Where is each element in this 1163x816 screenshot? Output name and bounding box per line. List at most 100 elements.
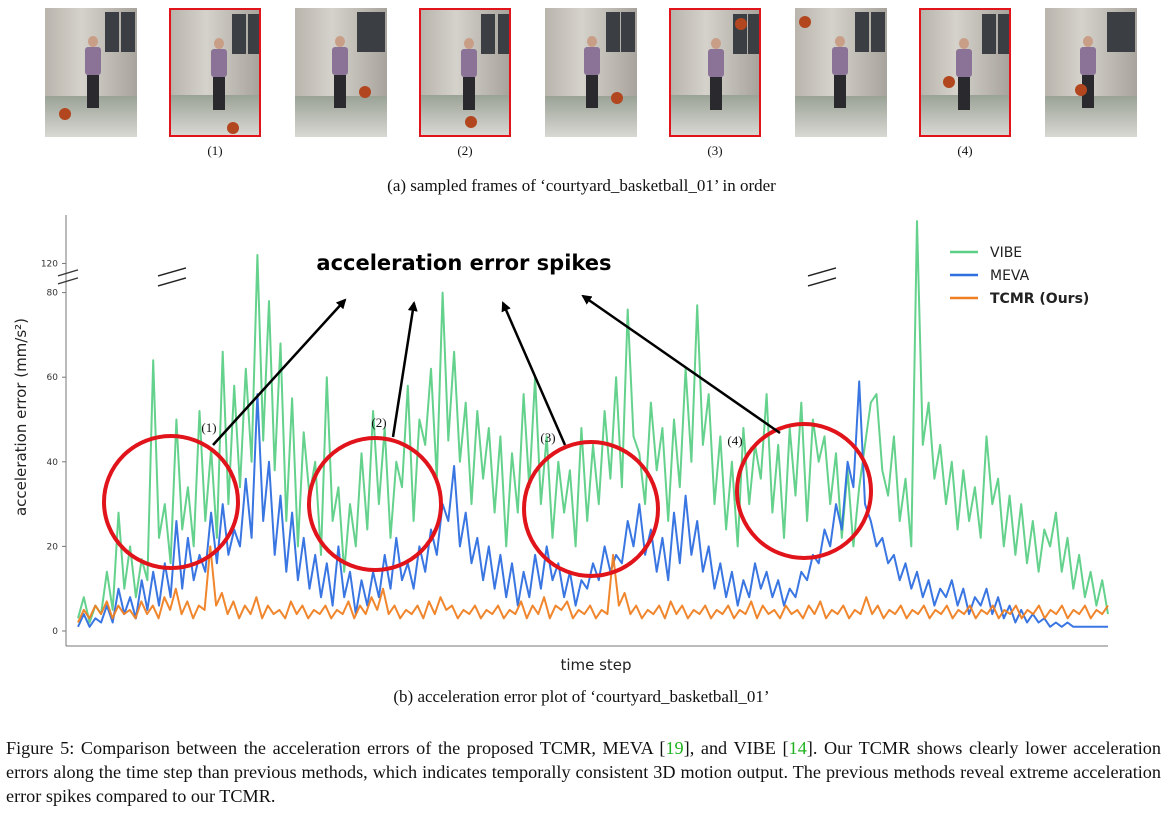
player-head bbox=[834, 36, 845, 48]
window bbox=[371, 12, 385, 52]
figure-caption-ref-14[interactable]: 14 bbox=[788, 738, 807, 758]
plot-series-lines bbox=[77, 220, 1109, 628]
y-tick-label: 20 bbox=[47, 542, 59, 552]
series-line-vibe bbox=[77, 220, 1109, 624]
window bbox=[1121, 12, 1135, 52]
player-legs bbox=[958, 76, 971, 110]
frame-thumbnail bbox=[919, 8, 1011, 137]
player-torso bbox=[85, 47, 102, 76]
series-line-tcmr-ours- bbox=[77, 545, 1109, 623]
player-torso bbox=[331, 47, 348, 76]
frame-label: (1) bbox=[207, 143, 223, 158]
player-head bbox=[710, 37, 721, 49]
player-figure bbox=[831, 36, 848, 109]
frame-thumbnail bbox=[295, 8, 387, 137]
basketball bbox=[799, 16, 811, 28]
y-axis-label: acceleration error (mm/s²) bbox=[12, 318, 30, 516]
frame-thumbnail bbox=[169, 8, 261, 137]
spike-annotation-label: (2) bbox=[371, 415, 386, 430]
basketball bbox=[611, 92, 623, 104]
window bbox=[105, 12, 119, 52]
player-head bbox=[586, 36, 597, 48]
frame-label: (3) bbox=[707, 143, 723, 158]
basketball bbox=[227, 122, 239, 134]
window bbox=[998, 14, 1009, 54]
player-figure bbox=[211, 37, 228, 110]
player-torso bbox=[211, 48, 228, 77]
frame-thumbnail bbox=[545, 8, 637, 137]
player-torso bbox=[583, 47, 600, 76]
window bbox=[248, 14, 259, 54]
basketball bbox=[465, 116, 477, 128]
player-head bbox=[464, 37, 475, 49]
axis-break-mark bbox=[807, 267, 837, 277]
spike-highlight-circle bbox=[522, 440, 660, 578]
figure-caption-part1: Figure 5: Comparison between the acceler… bbox=[6, 738, 666, 758]
player-legs bbox=[213, 76, 226, 110]
y-tick-label: 0 bbox=[52, 627, 58, 637]
window bbox=[498, 14, 509, 54]
spike-highlight-circle bbox=[102, 434, 240, 570]
player-head bbox=[214, 37, 225, 49]
acceleration-error-plot: 0 20 40 60 80 120 time step acceleration error … bbox=[12, 215, 1109, 674]
player-legs bbox=[1081, 75, 1094, 109]
axis-break-mark bbox=[807, 277, 837, 287]
window bbox=[606, 12, 620, 52]
window bbox=[121, 12, 135, 52]
figure-caption-part2: ], and VIBE [ bbox=[683, 738, 789, 758]
axis-break-mark bbox=[57, 269, 79, 277]
frame-thumbnail bbox=[795, 8, 887, 137]
y-tick-label: 120 bbox=[41, 259, 58, 269]
frame-thumbnail bbox=[45, 8, 137, 137]
player-torso bbox=[831, 47, 848, 76]
y-tick-label: 80 bbox=[47, 289, 59, 299]
plot-caption: (b) acceleration error plot of ‘courtyar… bbox=[393, 687, 770, 706]
plot-axes: 0 20 40 60 80 120 time step acceleration error … bbox=[12, 215, 1108, 674]
player-figure bbox=[85, 36, 102, 109]
player-legs bbox=[333, 75, 346, 109]
player-legs bbox=[709, 76, 722, 110]
plot-title: acceleration error spikes bbox=[316, 251, 611, 275]
frames-caption: (a) sampled frames of ‘courtyard_basketb… bbox=[387, 176, 776, 195]
spike-annotation-label: (3) bbox=[540, 430, 555, 445]
window bbox=[621, 12, 635, 52]
y-tick-label: 60 bbox=[47, 373, 59, 383]
basketball bbox=[943, 76, 955, 88]
plot-legend: VIBE MEVA TCMR (Ours) bbox=[950, 245, 1089, 307]
window bbox=[481, 14, 495, 54]
y-tick-label: 40 bbox=[47, 458, 59, 468]
window bbox=[357, 12, 371, 52]
player-head bbox=[1082, 36, 1093, 48]
frame-label: (2) bbox=[457, 143, 473, 158]
basketball bbox=[359, 86, 371, 98]
player-figure bbox=[331, 36, 348, 109]
window bbox=[1107, 12, 1121, 52]
player-legs bbox=[87, 75, 100, 109]
window bbox=[982, 14, 996, 54]
figure-caption: Figure 5: Comparison between the acceler… bbox=[6, 736, 1161, 808]
spike-annotation-label: (1) bbox=[201, 420, 216, 435]
basketball bbox=[735, 18, 747, 30]
legend-label: TCMR (Ours) bbox=[990, 291, 1089, 307]
sampled-frames-strip: (1) (2) (3) (4) bbox=[0, 0, 1163, 170]
spike-arrow bbox=[212, 298, 347, 446]
frame-label: (4) bbox=[957, 143, 973, 158]
x-axis-label: time step bbox=[560, 656, 631, 674]
axis-break-mark bbox=[157, 277, 187, 287]
window bbox=[748, 14, 759, 54]
frame-thumbnail bbox=[669, 8, 761, 137]
player-torso bbox=[461, 48, 478, 77]
player-figure bbox=[707, 37, 724, 110]
frame-thumbnail bbox=[419, 8, 511, 137]
player-torso bbox=[707, 48, 724, 77]
axis-break-mark bbox=[57, 277, 79, 285]
player-figure bbox=[583, 36, 600, 109]
axis-break-mark bbox=[157, 267, 187, 277]
player-head bbox=[88, 36, 99, 48]
series-line-meva bbox=[77, 380, 1108, 628]
plot-annotations: acceleration error spikes (1) (2) (3) (4) bbox=[102, 251, 873, 578]
player-figure bbox=[461, 37, 478, 110]
player-torso bbox=[1079, 47, 1096, 76]
figure-caption-ref-19[interactable]: 19 bbox=[665, 738, 684, 758]
player-torso bbox=[956, 48, 973, 77]
